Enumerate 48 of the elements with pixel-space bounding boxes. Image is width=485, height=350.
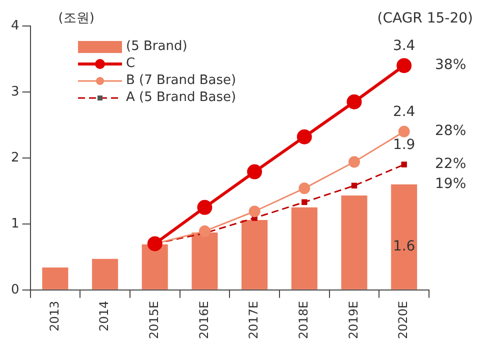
bar xyxy=(291,207,318,290)
bar xyxy=(341,196,368,290)
annotation: 22% xyxy=(435,156,466,172)
point xyxy=(197,200,212,215)
annotation: 28% xyxy=(435,123,466,140)
x-tick-label: 2015E xyxy=(147,300,161,340)
legend-label: B (7 Brand Base) xyxy=(126,73,236,88)
x-tick-label: 2018E xyxy=(296,300,311,340)
point xyxy=(247,164,262,180)
y-tick-label: 2 xyxy=(10,150,20,166)
point xyxy=(398,126,410,138)
point xyxy=(198,225,210,237)
point xyxy=(401,162,407,168)
point xyxy=(302,199,308,206)
y-tick-label: 0 xyxy=(10,282,20,298)
data-label: 2.4 xyxy=(392,104,416,120)
annotation: 38% xyxy=(435,57,466,74)
bar xyxy=(92,258,118,290)
annotation: 19% xyxy=(435,176,466,192)
point xyxy=(298,182,310,194)
point xyxy=(348,156,360,168)
data-label: 1.6 xyxy=(392,238,416,254)
legend-label: A (5 Brand Base) xyxy=(126,90,236,105)
x-tick-label: 2020E xyxy=(396,300,410,340)
legend-label: C xyxy=(126,56,136,71)
bar xyxy=(242,220,268,290)
y-tick-label: 3 xyxy=(10,84,20,100)
bar xyxy=(192,232,218,290)
point xyxy=(351,182,358,189)
bar xyxy=(391,184,418,290)
x-tick-label: 2016E xyxy=(196,300,211,340)
x-tick-label: 2013 xyxy=(47,300,62,332)
x-tick-label: 2017E xyxy=(246,300,261,340)
point xyxy=(248,206,260,218)
y-tick-label: 1 xyxy=(10,216,20,232)
annotation: (CAGR 15-20) xyxy=(377,10,473,27)
data-label: 1.9 xyxy=(392,137,416,154)
x-tick-label: 2019E xyxy=(346,300,360,340)
legend-label: (5 Brand) xyxy=(126,39,188,54)
point xyxy=(296,129,312,144)
x-tick-label: 2014 xyxy=(97,300,112,332)
y-tick-label: 4 xyxy=(10,18,20,34)
bar xyxy=(142,244,168,290)
point xyxy=(346,94,362,110)
point xyxy=(396,58,412,74)
data-label: 3.4 xyxy=(392,38,416,54)
y-axis-title: (조원) xyxy=(58,10,94,26)
bar xyxy=(42,267,68,290)
